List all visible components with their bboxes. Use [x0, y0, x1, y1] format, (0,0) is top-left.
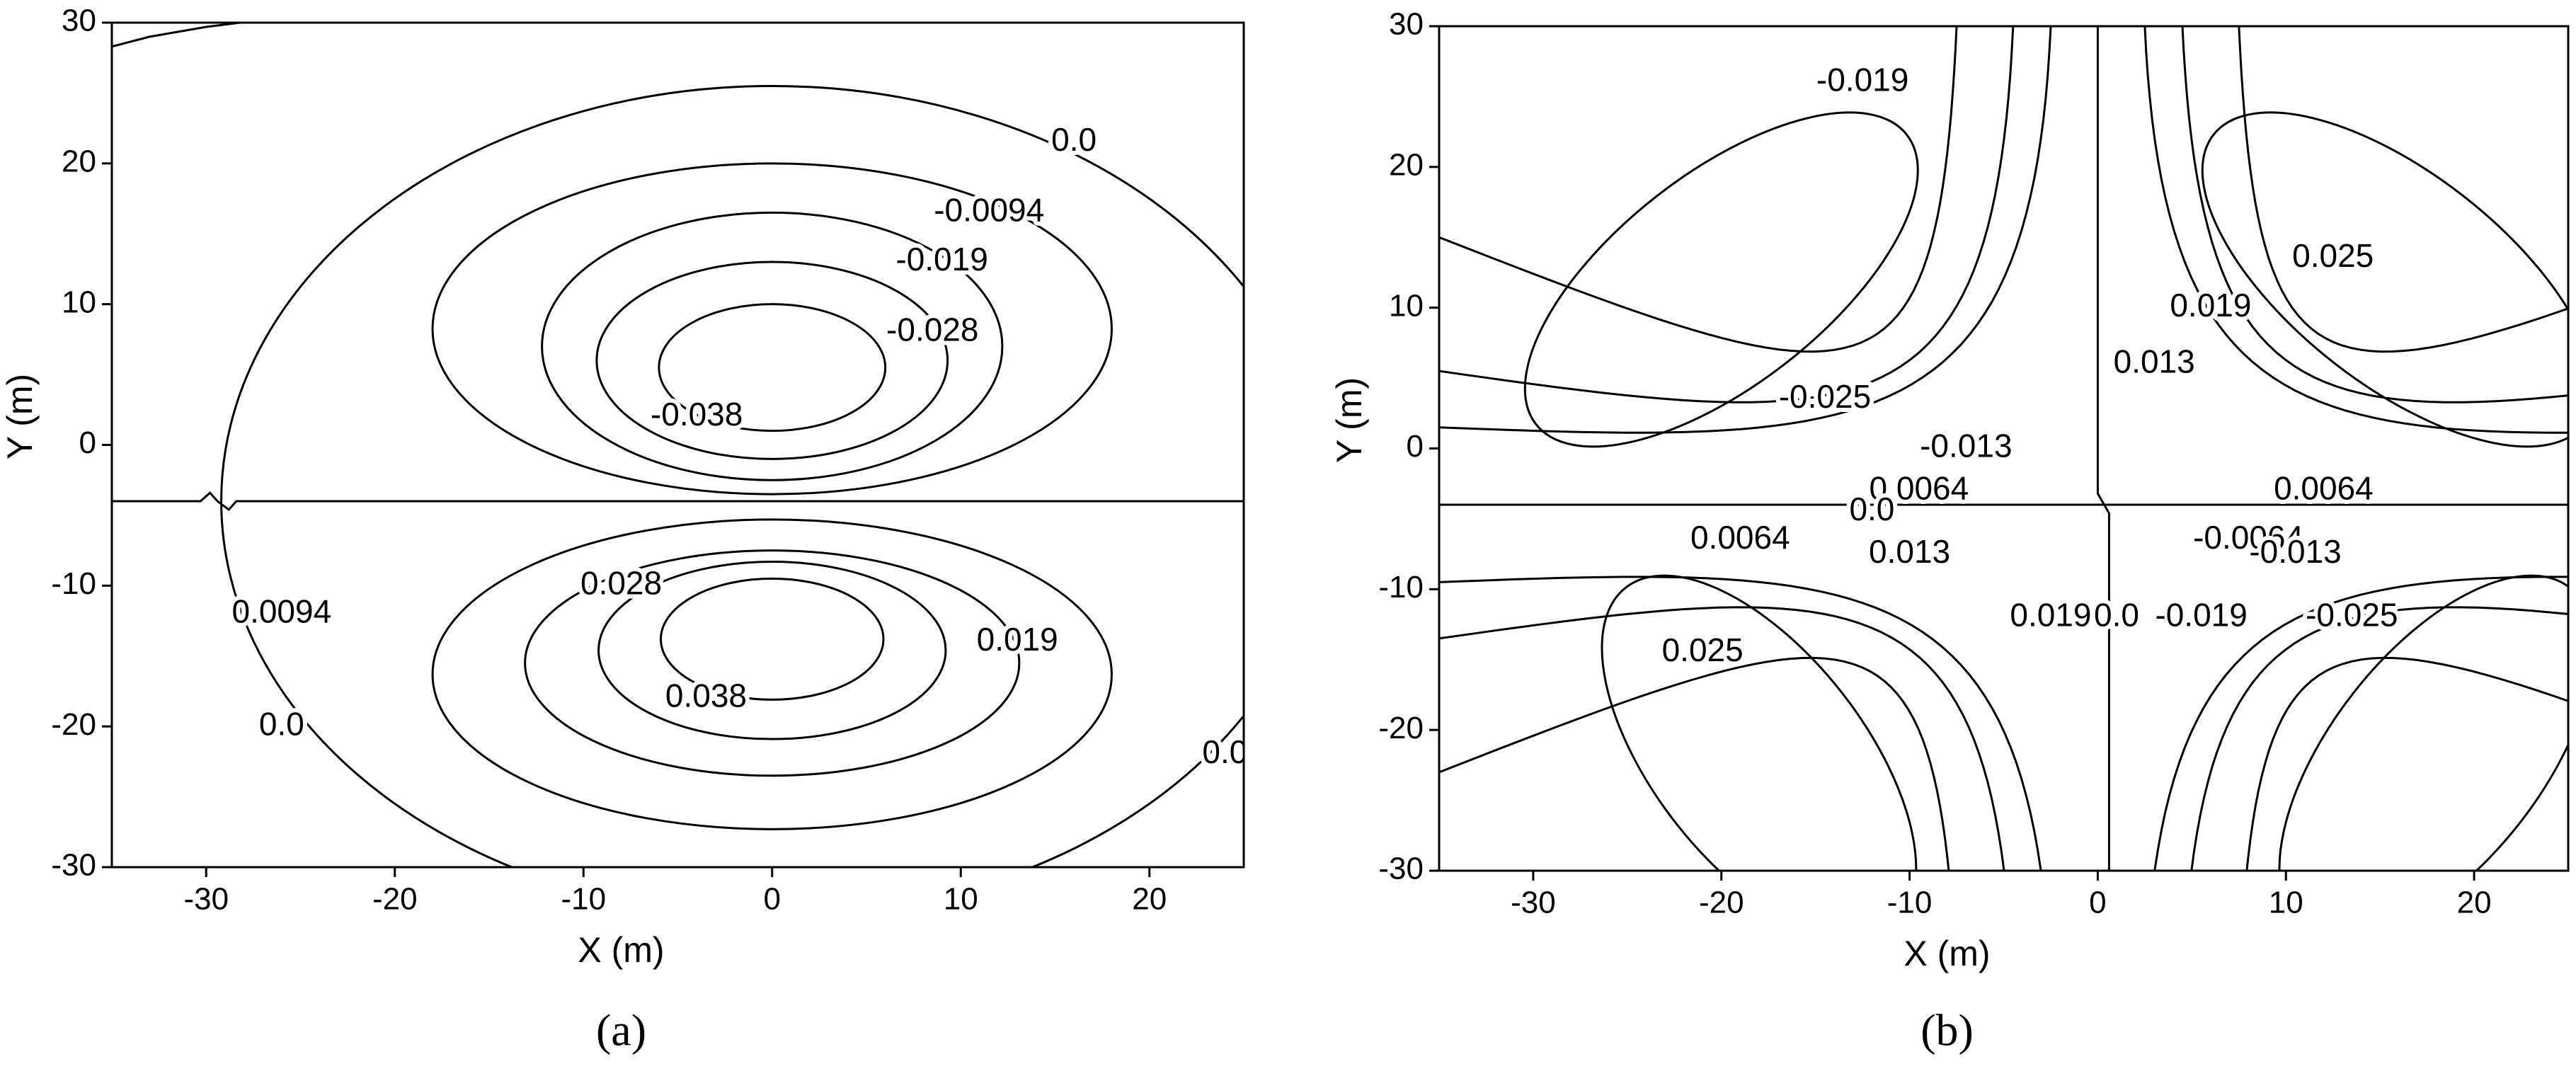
contour-label: 0.028 [580, 564, 662, 601]
contour-line [220, 84, 1244, 502]
y-tick-label: -10 [1378, 570, 1424, 605]
x-tick-label: -10 [561, 882, 606, 917]
contour-label: 0.0064 [1690, 519, 1790, 556]
contour-line [597, 561, 947, 740]
contour-label: 0.0064 [2274, 469, 2374, 506]
x-tick-label: -10 [1887, 886, 1933, 920]
y-tick-label: 10 [62, 285, 96, 319]
contour-label: 0.0094 [231, 593, 331, 629]
contour-line [1439, 576, 2042, 871]
x-tick-label: 20 [1132, 882, 1167, 917]
contour-group: 0.0-0.0094-0.019-0.028-0.0380.00940.0280… [112, 23, 1247, 867]
caption: (b) [1920, 1005, 1974, 1055]
contour-line [1439, 26, 2015, 404]
contour-label: 0.0 [1849, 491, 1894, 527]
y-tick-label: -20 [1378, 711, 1424, 745]
contour-line [112, 23, 249, 48]
contour-label: 0.0 [1051, 121, 1097, 158]
contour-line [1439, 26, 1958, 353]
x-tick-label: 0 [764, 882, 781, 917]
contour-label: -0.025 [2306, 596, 2398, 633]
contour-line [1439, 26, 2052, 434]
y-tick-label: -20 [51, 707, 96, 742]
contour-line [2190, 606, 2568, 871]
contour-line [2238, 26, 2568, 353]
x-tick-label: -20 [372, 882, 418, 917]
y-axis-label: Y (m) [1329, 377, 1369, 463]
contour-label: 0.038 [665, 677, 747, 714]
contour-line [2153, 576, 2568, 871]
contour-line [1601, 574, 1918, 871]
contour-label: 0.019 [2170, 287, 2251, 324]
contour-line [2143, 26, 2568, 434]
contour-label: 0.025 [2292, 237, 2374, 274]
contour-label: -0.019 [2155, 596, 2247, 633]
x-tick-label: 0 [2089, 886, 2106, 920]
contour-label: -0.0064 [2193, 519, 2303, 556]
contour-label: 0.0 [259, 705, 304, 742]
y-tick-label: -30 [1378, 852, 1424, 886]
y-tick-label: 10 [1389, 288, 1424, 323]
x-tick-label: 10 [944, 882, 978, 917]
contour-label: -0.028 [886, 311, 978, 348]
x-tick-label: 10 [2269, 886, 2303, 920]
x-tick-label: 20 [2457, 886, 2492, 920]
y-tick-label: -10 [51, 566, 96, 601]
y-tick-label: 30 [62, 4, 96, 38]
x-tick-label: -20 [1699, 886, 1744, 920]
contour-line [2201, 111, 2568, 448]
contour-label: -0.0094 [934, 192, 1044, 229]
y-axis-label: Y (m) [0, 374, 40, 459]
y-tick-label: 0 [1407, 429, 1424, 464]
caption: (a) [596, 1005, 646, 1055]
x-tick-label: -30 [183, 882, 229, 917]
contour-label: 0.013 [2114, 343, 2195, 379]
x-axis-label: X (m) [1904, 934, 1990, 973]
contour-line [112, 491, 1244, 512]
contour-label: 0.019 [2010, 596, 2091, 633]
contour-label: 0.0 [2094, 596, 2139, 633]
contour-line [2096, 26, 2110, 871]
y-tick-label: 20 [62, 144, 96, 178]
y-tick-label: -30 [51, 848, 96, 883]
contour-label: -0.038 [651, 396, 743, 433]
contour-line [220, 501, 1244, 867]
contour-line [524, 549, 1021, 777]
contour-line [660, 577, 885, 701]
contour-line [658, 303, 887, 433]
contour-label: 0.0064 [1870, 469, 1969, 506]
contour-line [2245, 656, 2568, 871]
contour-line [431, 162, 1113, 496]
y-tick-label: 0 [79, 425, 96, 460]
contour-line [541, 211, 1004, 481]
contour-line [431, 518, 1113, 830]
y-tick-label: 20 [1389, 147, 1424, 182]
contour-label: -0.025 [1779, 378, 1871, 415]
contour-label: 0.0 [1202, 733, 1247, 770]
contour-label: -0.013 [2249, 533, 2341, 570]
x-tick-label: -30 [1511, 886, 1556, 920]
contour-label: -0.019 [1816, 62, 1908, 98]
contour-label: 0.019 [977, 621, 1058, 658]
contour-line [1439, 606, 2005, 871]
contour-line [1523, 111, 1919, 448]
contour-label: 0.013 [1869, 533, 1950, 570]
x-axis-label: X (m) [578, 930, 664, 970]
contour-line [1439, 656, 1950, 871]
contour-line [2278, 574, 2568, 871]
contour-line [595, 261, 949, 460]
contour-label: -0.019 [895, 241, 988, 277]
y-tick-label: 30 [1389, 7, 1424, 42]
contour-label: 0.025 [1662, 631, 1744, 668]
contour-line [2181, 26, 2568, 404]
contour-label: -0.013 [1920, 428, 2012, 464]
